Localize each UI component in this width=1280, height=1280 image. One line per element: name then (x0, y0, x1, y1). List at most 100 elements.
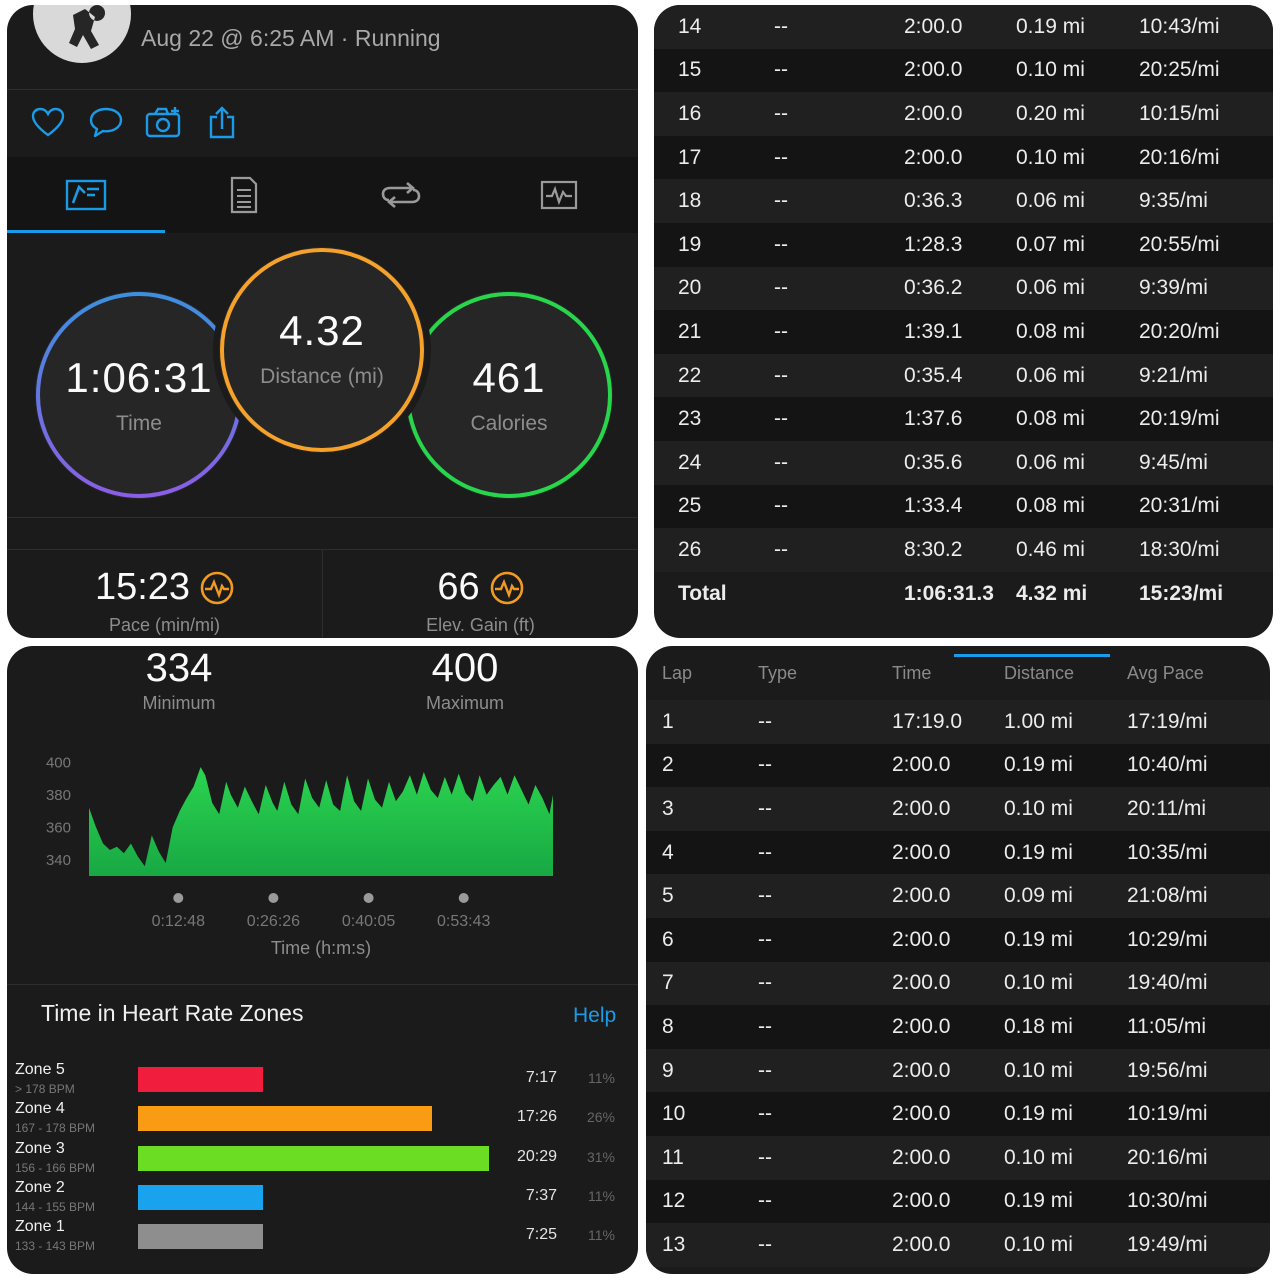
table-row[interactable]: 18 -- 0:36.3 0.06 mi 9:35/mi (654, 179, 1273, 223)
table-cell: 0.10 mi (1004, 971, 1073, 995)
hr-zone-row: Zone 5 > 178 BPM 7:17 11% (7, 1061, 638, 1099)
tab-stats[interactable] (165, 157, 323, 233)
table-cell: 0.10 mi (1004, 1058, 1073, 1082)
table-row[interactable]: 2 -- 2:00.0 0.19 mi 10:40/mi (646, 743, 1270, 788)
table-row[interactable]: 25 -- 1:33.4 0.08 mi 20:31/mi (654, 484, 1273, 529)
table-row[interactable]: 4 -- 2:00.0 0.19 mi 10:35/mi (646, 830, 1270, 875)
table-cell: -- (758, 927, 772, 951)
zone-percent: 31% (586, 1148, 615, 1165)
camera-icon[interactable] (145, 103, 183, 141)
divider (7, 517, 638, 518)
table-row[interactable]: 3 -- 2:00.0 0.10 mi 20:11/mi (646, 787, 1270, 831)
charts-icon (541, 180, 578, 210)
social-actions (29, 103, 241, 141)
table-row[interactable]: 16 -- 2:00.0 0.20 mi 10:15/mi (654, 92, 1273, 136)
table-cell: 2:00.0 (892, 1232, 951, 1256)
calories-stat-circle[interactable]: 461 Calories (405, 291, 613, 499)
table-row[interactable]: 24 -- 0:35.6 0.06 mi 9:45/mi (654, 440, 1273, 485)
table-cell: 2:00.0 (892, 840, 951, 864)
heart-icon[interactable] (29, 103, 67, 141)
comment-icon[interactable] (87, 103, 125, 141)
zone-percent: 11% (588, 1227, 615, 1244)
table-row[interactable]: 20 -- 0:36.2 0.06 mi 9:39/mi (654, 266, 1273, 311)
time-stat-circle[interactable]: 1:06:31 Time (35, 291, 243, 499)
table-row[interactable]: 26 -- 8:30.2 0.46 mi 18:30/mi (654, 528, 1273, 572)
table-cell: 2:00.0 (892, 884, 951, 908)
divider (7, 89, 638, 90)
table-cell: 9:21/mi (1139, 363, 1208, 387)
table-cell: 0.19 mi (1004, 753, 1073, 777)
table-cell: 16 (678, 101, 702, 125)
table-row[interactable]: 13 -- 2:00.0 0.10 mi 19:49/mi (646, 1223, 1270, 1267)
table-row[interactable]: 7 -- 2:00.0 0.10 mi 19:40/mi (646, 961, 1270, 1006)
zone-bar (138, 1145, 489, 1171)
table-row[interactable]: 10 -- 2:00.0 0.19 mi 10:19/mi (646, 1092, 1270, 1136)
activity-tabs (7, 157, 638, 233)
table-cell: -- (774, 537, 788, 561)
tab-laps[interactable] (323, 157, 481, 233)
cadence-minimum-label: Minimum (142, 693, 216, 713)
share-icon[interactable] (203, 103, 241, 141)
help-link[interactable]: Help (573, 1004, 617, 1027)
table-cell: 7 (662, 971, 674, 995)
table-cell: 12 (662, 1189, 686, 1213)
table-cell: -- (774, 101, 788, 125)
column-header[interactable]: Type (758, 662, 798, 683)
table-row[interactable]: 8 -- 2:00.0 0.18 mi 11:05/mi (646, 1005, 1270, 1049)
x-tick-marker (173, 893, 184, 903)
table-cell: 2:00.0 (904, 14, 963, 38)
tab-overview[interactable] (7, 157, 165, 233)
table-cell: 20:16/mi (1127, 1145, 1208, 1169)
table-row[interactable]: 19 -- 1:28.3 0.07 mi 20:55/mi (654, 222, 1273, 267)
table-row[interactable]: 17 -- 2:00.0 0.10 mi 20:16/mi (654, 135, 1273, 180)
column-header[interactable]: Time (892, 662, 932, 683)
avatar[interactable] (33, 5, 131, 63)
table-cell: -- (758, 796, 772, 820)
table-row[interactable]: 5 -- 2:00.0 0.09 mi 21:08/mi (646, 874, 1270, 918)
table-row[interactable]: 21 -- 1:39.1 0.08 mi 20:20/mi (654, 310, 1273, 354)
zone-time: 17:26 (516, 1108, 557, 1126)
runner-silhouette-icon (69, 5, 106, 49)
cadence-chart[interactable]: 400 380 360 340 0:12:48 0:26:26 0:40:05 0:53:43… (7, 646, 638, 976)
cadence-maximum-label: Maximum (425, 693, 504, 713)
distance-stat-circle[interactable]: 4.32 Distance (mi) (219, 247, 425, 453)
table-row[interactable]: 12 -- 2:00.0 0.19 mi 10:30/mi (646, 1179, 1270, 1224)
x-tick-marker (268, 893, 279, 903)
elevation-label: Elev. Gain (ft) (426, 615, 535, 635)
distance-value: 4.32 (279, 307, 365, 354)
table-row[interactable]: 6 -- 2:00.0 0.19 mi 10:29/mi (646, 917, 1270, 962)
table-cell: 21:08/mi (1127, 884, 1208, 908)
table-row[interactable]: 11 -- 2:00.0 0.10 mi 20:16/mi (646, 1135, 1270, 1180)
table-cell: 9:45/mi (1139, 450, 1208, 474)
table-row[interactable]: 9 -- 2:00.0 0.10 mi 19:56/mi (646, 1048, 1270, 1093)
table-row[interactable]: 14 -- 2:00.0 0.19 mi 10:43/mi (654, 5, 1273, 49)
table-cell: 17:19/mi (1127, 709, 1208, 733)
hr-zone-row: Zone 1 133 - 143 BPM 7:25 11% (7, 1218, 638, 1256)
table-row[interactable]: 23 -- 1:37.6 0.08 mi 20:19/mi (654, 397, 1273, 441)
zone-range: 167 - 178 BPM (15, 1121, 96, 1136)
table-cell: 18:30/mi (1139, 537, 1220, 561)
column-header[interactable]: Avg Pace (1127, 662, 1204, 683)
table-cell: 2:00.0 (892, 927, 951, 951)
zone-bar (138, 1106, 432, 1132)
table-cell: 2:00.0 (904, 145, 963, 169)
table-cell: 9:35/mi (1139, 189, 1208, 213)
zone-range: > 178 BPM (15, 1082, 75, 1096)
pace-label: Pace (min/mi) (108, 615, 220, 635)
table-row[interactable]: 22 -- 0:35.4 0.06 mi 9:21/mi (654, 353, 1273, 398)
table-cell: 9 (662, 1058, 674, 1082)
zone-range: 156 - 166 BPM (15, 1160, 96, 1175)
pace-stat[interactable]: 15:23 Pace (min/mi) (7, 550, 322, 638)
column-header[interactable]: Distance (1004, 662, 1075, 683)
table-cell: 19:56/mi (1127, 1058, 1208, 1082)
zone-name: Zone 4 (15, 1100, 65, 1118)
table-row[interactable]: 1 -- 17:19.0 1.00 mi 17:19/mi (646, 700, 1270, 744)
table-cell: 20:20/mi (1139, 319, 1220, 343)
table-cell: 0.19 mi (1004, 1189, 1073, 1213)
elevation-stat[interactable]: 66 Elev. Gain (ft) (322, 550, 638, 638)
tab-charts[interactable] (480, 157, 638, 233)
laps-table-start-panel: Lap Type Time Distance Avg Pace 1 -- 17:19.0 1.… (646, 646, 1270, 1274)
column-header[interactable]: Lap (662, 662, 693, 683)
table-cell: 10 (662, 1102, 686, 1126)
table-row[interactable]: 15 -- 2:00.0 0.10 mi 20:25/mi (654, 48, 1273, 93)
